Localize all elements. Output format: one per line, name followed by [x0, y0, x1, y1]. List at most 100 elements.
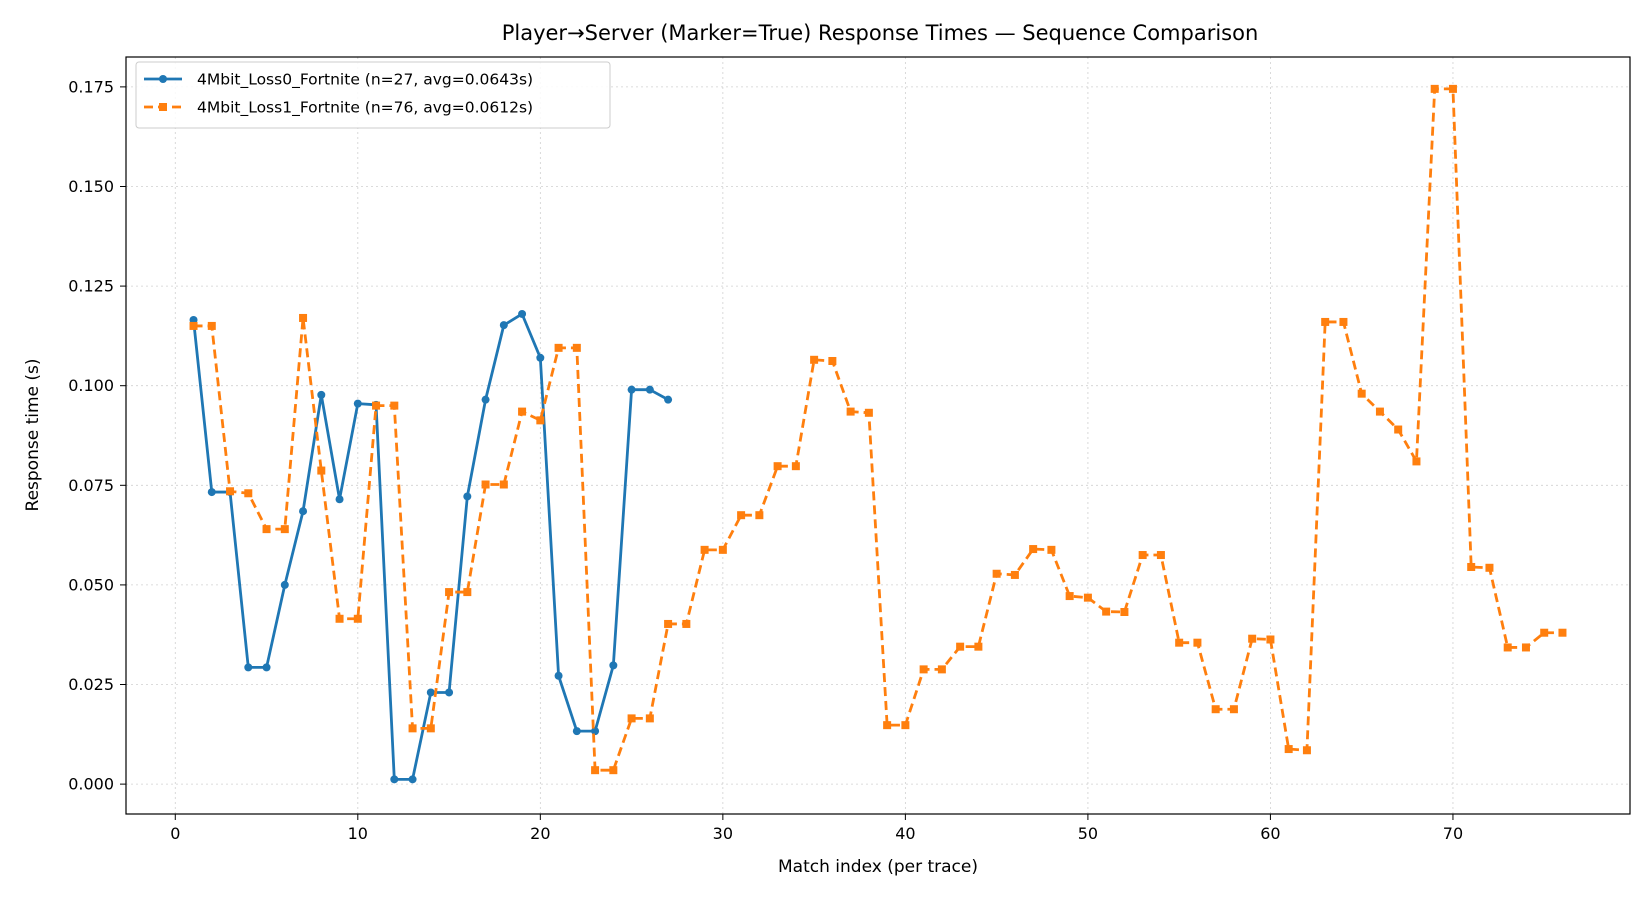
x-axis-label: Match index (per trace)	[778, 857, 978, 877]
x-tick-label: 60	[1260, 824, 1280, 843]
series-2-point	[463, 588, 472, 597]
y-tick-label: 0.075	[68, 476, 114, 495]
legend-label: 4Mbit_Loss0_Fortnite (n=27, avg=0.0643s)	[197, 71, 533, 90]
series-2-point	[919, 665, 928, 674]
series-2-point	[262, 525, 271, 534]
series-2-line	[193, 87, 1563, 772]
series-1-point	[445, 688, 454, 697]
series-2-point	[627, 714, 636, 723]
y-axis-label: Response time (s)	[23, 359, 43, 512]
x-tick-label: 0	[170, 824, 180, 843]
series-2-point	[1540, 628, 1549, 637]
series-2-point	[1120, 608, 1129, 617]
series-2-point	[244, 489, 253, 498]
series-1-point	[353, 399, 362, 408]
series-2-point	[901, 721, 910, 730]
series-2-point	[591, 766, 600, 775]
y-tick-label: 0.050	[68, 575, 114, 594]
series-1-point	[572, 727, 581, 736]
series-1-point	[207, 488, 216, 497]
series-2-point	[426, 724, 435, 733]
series-2-point	[1321, 317, 1330, 326]
series-2-point	[1156, 551, 1165, 560]
series-2-point	[755, 511, 764, 520]
series-1-point	[518, 309, 527, 318]
legend-entry-2: 4Mbit_Loss1_Fortnite (n=76, avg=0.0612s)	[144, 99, 533, 118]
y-tick-label: 0.175	[68, 77, 114, 96]
series-2-point	[372, 401, 381, 410]
series-2-point	[226, 487, 235, 496]
series-2-point	[536, 416, 545, 425]
series-1	[189, 309, 673, 784]
legend-box	[135, 61, 611, 129]
series-2-point	[554, 343, 563, 352]
series-2-point	[499, 480, 508, 489]
series-1-point	[280, 580, 289, 589]
series-2-point	[1229, 705, 1238, 714]
x-tick-label: 70	[1443, 824, 1463, 843]
series-2-point	[335, 614, 344, 623]
series-2-point	[1302, 746, 1311, 755]
series-1-point	[536, 353, 545, 362]
series-1-point	[317, 390, 326, 399]
series-2-point	[1394, 425, 1403, 434]
series-1-point	[262, 663, 271, 672]
series-1-point	[299, 507, 308, 516]
series-1-point	[390, 775, 399, 784]
series-2-point	[864, 408, 873, 417]
series-2-point	[1375, 407, 1384, 416]
series-2-point	[664, 619, 673, 628]
legend-label: 4Mbit_Loss1_Fortnite (n=76, avg=0.0612s)	[197, 99, 533, 118]
series-1-point	[463, 492, 472, 501]
series-2-point	[846, 407, 855, 416]
series-2-point	[828, 356, 837, 365]
series-2-point	[883, 721, 892, 730]
series-1-point	[664, 395, 673, 404]
y-tick-label: 0.150	[68, 177, 114, 196]
series-2-point	[1558, 628, 1567, 637]
chart-title: Player→Server (Marker=True) Response Tim…	[502, 21, 1259, 45]
legend: 4Mbit_Loss0_Fortnite (n=27, avg=0.0643s)…	[135, 61, 611, 129]
y-tick-label: 0.025	[68, 675, 114, 694]
legend-marker-sample	[159, 75, 167, 83]
series-2-point	[737, 511, 746, 520]
series-2-point	[1047, 545, 1056, 554]
series-1-point	[426, 688, 435, 697]
series-2-point	[1448, 84, 1457, 93]
series-2-point	[445, 588, 454, 597]
x-tick-label: 10	[348, 824, 368, 843]
series-2-point	[645, 714, 654, 723]
series-2-point	[1010, 570, 1019, 579]
series-2-point	[1521, 643, 1530, 652]
series-2-point	[718, 545, 727, 554]
series-2-point	[791, 462, 800, 471]
series-2-point	[974, 642, 983, 651]
series-2-point	[390, 401, 399, 410]
legend-marker-sample	[159, 103, 167, 111]
series-2-point	[1503, 643, 1512, 652]
plot-area-frame	[125, 56, 1631, 815]
y-tick-label: 0.100	[68, 376, 114, 395]
series-2	[189, 84, 1567, 775]
series-2-point	[207, 321, 216, 330]
series-2-point	[299, 313, 308, 322]
series-2-point	[1266, 635, 1275, 644]
series-1-point	[554, 671, 563, 680]
series-1-point	[481, 395, 490, 404]
y-tick-label: 0.000	[68, 775, 114, 794]
series-1-point	[627, 385, 636, 394]
series-2-point	[700, 545, 709, 554]
series-layer	[189, 84, 1567, 784]
series-2-point	[1065, 592, 1074, 601]
series-2-point	[1467, 562, 1476, 571]
series-2-point	[682, 619, 691, 628]
series-2-point	[609, 766, 618, 775]
legend-entry-1: 4Mbit_Loss0_Fortnite (n=27, avg=0.0643s)	[144, 71, 533, 90]
series-2-point	[1193, 638, 1202, 647]
series-2-point	[1211, 705, 1220, 714]
series-2-point	[1102, 607, 1111, 616]
series-2-point	[408, 724, 417, 733]
y-tick-label: 0.125	[68, 277, 114, 296]
